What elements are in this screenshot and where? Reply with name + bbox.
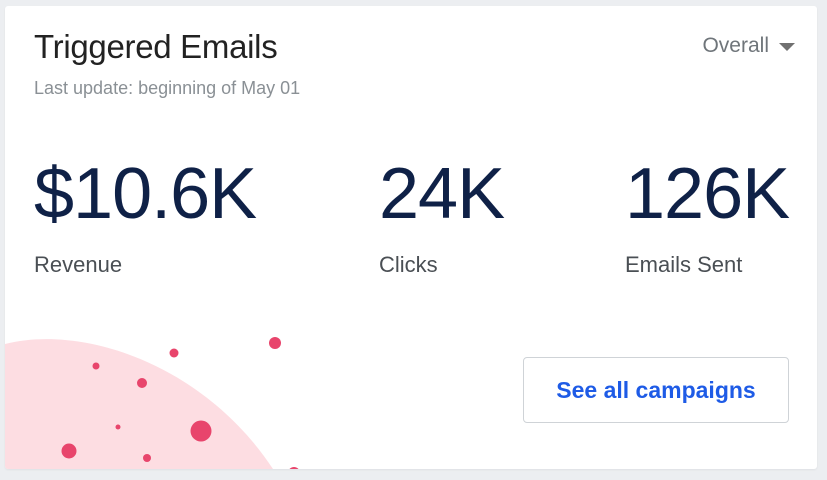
clicks-label: Clicks	[379, 252, 438, 277]
decorative-dot	[115, 424, 121, 430]
metric-revenue: $10.6K Revenue	[34, 154, 257, 278]
decorative-dot	[92, 362, 100, 370]
widget-title: Triggered Emails	[34, 28, 278, 65]
emails-sent-value: 126K	[625, 154, 790, 234]
revenue-value: $10.6K	[34, 154, 257, 234]
revenue-label: Revenue	[34, 252, 123, 277]
period-dropdown-label: Overall	[702, 34, 769, 57]
last-update-text: Last update: beginning of May 01	[34, 78, 301, 98]
decorative-dot	[190, 420, 212, 442]
decorative-dot	[169, 348, 179, 358]
decorative-dot	[137, 378, 147, 388]
decorative-blob	[5, 339, 273, 469]
metric-emails-sent: 126K Emails Sent	[625, 154, 790, 278]
metric-clicks: 24K Clicks	[379, 154, 505, 278]
period-dropdown[interactable]: Overall	[702, 34, 795, 58]
clicks-value: 24K	[379, 154, 505, 234]
emails-sent-label: Emails Sent	[625, 252, 743, 277]
decorative-dot	[61, 443, 77, 459]
chevron-down-icon	[779, 43, 795, 51]
see-all-campaigns-button[interactable]: See all campaigns	[523, 357, 789, 423]
decorative-dot	[269, 337, 281, 349]
decorative-dot	[289, 467, 299, 469]
triggered-emails-card: Triggered Emails Last update: beginning …	[5, 6, 817, 469]
decorative-dot	[143, 454, 151, 462]
